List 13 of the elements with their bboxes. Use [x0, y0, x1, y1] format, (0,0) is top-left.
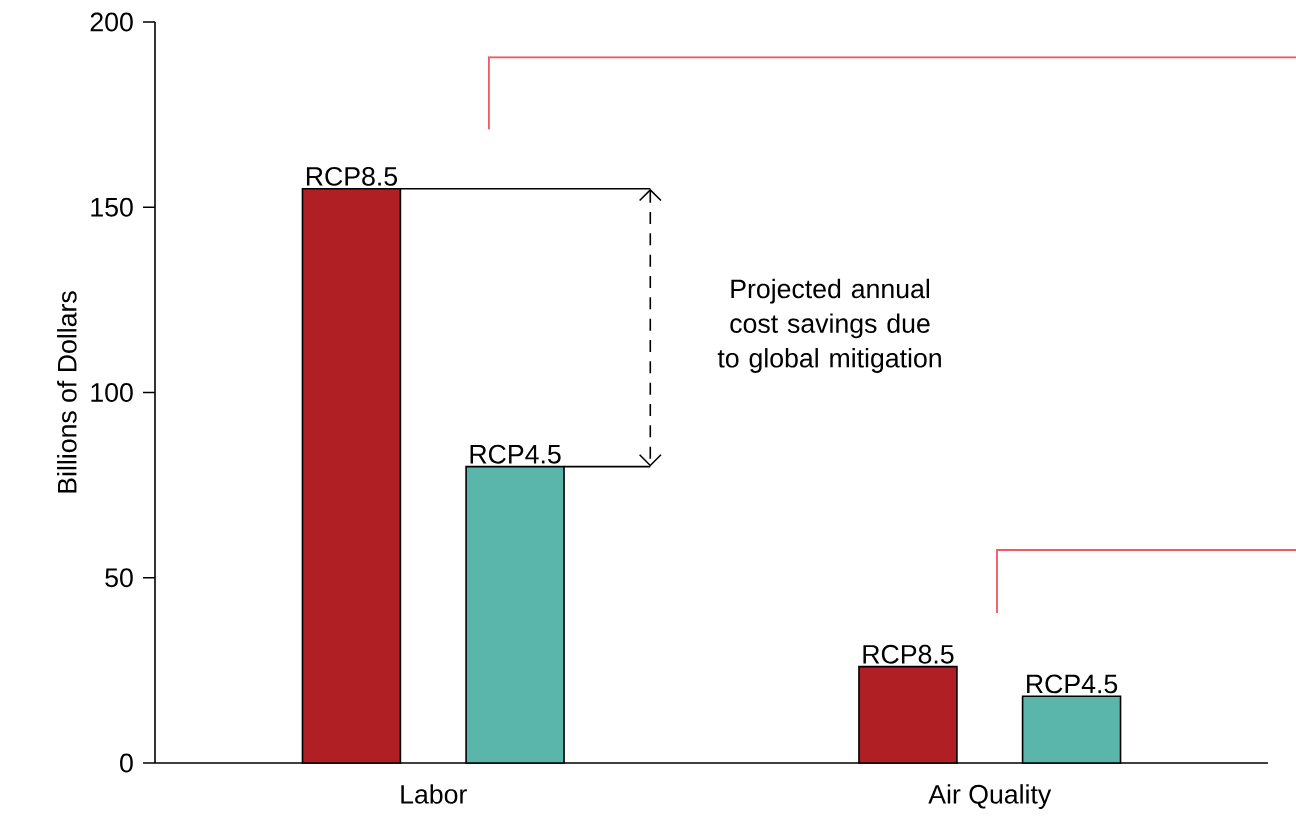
y-tick-label: 50 [105, 568, 133, 588]
y-tick-label: 0 [120, 753, 133, 773]
y-axis-title: Billions of Dollars [57, 291, 77, 493]
series-label: RCP8.5 [863, 644, 954, 664]
x-tick-label: Air Quality [928, 784, 1052, 810]
text: RCP8.5 [306, 166, 398, 186]
text: RCP4.5 [1027, 674, 1118, 694]
x-tick-label: Labor [401, 784, 467, 804]
annotation: Projected annual cost savings due to global mitigation [717, 278, 941, 373]
y-tick-label: 100 [91, 383, 133, 402]
y-tick-label: 150 [91, 197, 133, 217]
y-tick-label: 200 [90, 12, 133, 32]
legend-label: RCP4.5 [470, 444, 561, 464]
